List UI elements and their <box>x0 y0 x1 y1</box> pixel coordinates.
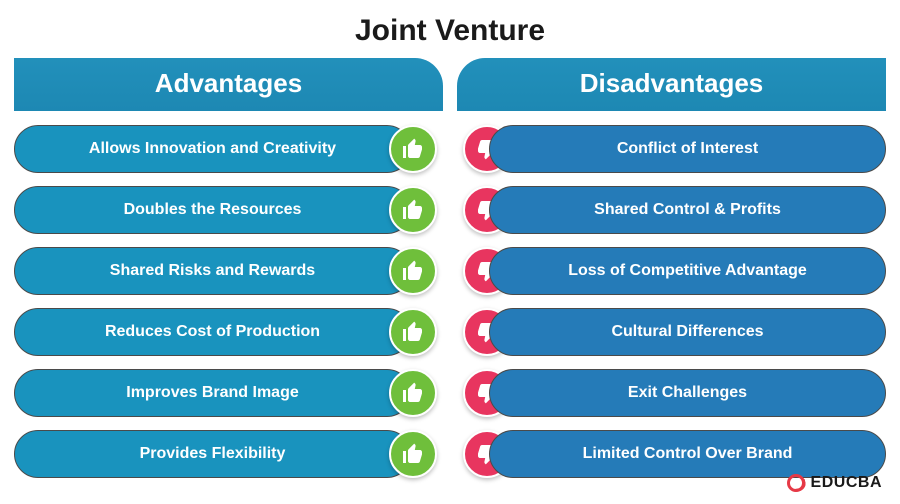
disadvantage-pill: Loss of Competitive Advantage <box>489 247 886 295</box>
disadvantages-column: Disadvantages Conflict of Interest Share… <box>457 58 886 478</box>
disadvantage-pill: Cultural Differences <box>489 308 886 356</box>
disadvantage-label: Conflict of Interest <box>617 140 758 158</box>
advantage-label: Improves Brand Image <box>126 384 299 402</box>
advantage-label: Allows Innovation and Creativity <box>89 140 336 158</box>
advantage-item: Reduces Cost of Production <box>14 308 443 356</box>
advantage-pill: Improves Brand Image <box>14 369 411 417</box>
advantage-label: Reduces Cost of Production <box>105 323 320 341</box>
thumbs-up-icon <box>389 125 437 173</box>
disadvantage-item: Limited Control Over Brand <box>457 430 886 478</box>
thumbs-up-icon <box>389 430 437 478</box>
thumbs-up-icon <box>389 308 437 356</box>
watermark: EDUCBA <box>787 474 882 492</box>
advantage-item: Improves Brand Image <box>14 369 443 417</box>
thumbs-up-icon <box>389 186 437 234</box>
disadvantage-label: Cultural Differences <box>611 323 763 341</box>
disadvantage-label: Limited Control Over Brand <box>583 445 793 463</box>
disadvantage-pill: Limited Control Over Brand <box>489 430 886 478</box>
disadvantage-item: Exit Challenges <box>457 369 886 417</box>
page-title: Joint Venture <box>0 0 900 58</box>
disadvantages-list: Conflict of Interest Shared Control & Pr… <box>457 125 886 478</box>
disadvantage-label: Exit Challenges <box>628 384 747 402</box>
disadvantages-header: Disadvantages <box>457 58 886 111</box>
advantage-pill: Provides Flexibility <box>14 430 411 478</box>
columns-container: Advantages Allows Innovation and Creativ… <box>0 58 900 478</box>
advantages-header: Advantages <box>14 58 443 111</box>
advantages-list: Allows Innovation and Creativity Doubles… <box>14 125 443 478</box>
advantage-label: Doubles the Resources <box>124 201 302 219</box>
advantage-pill: Reduces Cost of Production <box>14 308 411 356</box>
advantage-pill: Shared Risks and Rewards <box>14 247 411 295</box>
educba-logo-icon <box>787 474 805 492</box>
watermark-text: EDUCBA <box>811 474 882 492</box>
advantage-pill: Allows Innovation and Creativity <box>14 125 411 173</box>
disadvantage-label: Loss of Competitive Advantage <box>568 262 807 280</box>
disadvantage-pill: Conflict of Interest <box>489 125 886 173</box>
advantage-label: Provides Flexibility <box>140 445 286 463</box>
disadvantage-item: Cultural Differences <box>457 308 886 356</box>
advantage-item: Doubles the Resources <box>14 186 443 234</box>
advantage-item: Allows Innovation and Creativity <box>14 125 443 173</box>
advantage-item: Shared Risks and Rewards <box>14 247 443 295</box>
disadvantage-pill: Exit Challenges <box>489 369 886 417</box>
disadvantage-label: Shared Control & Profits <box>594 201 781 219</box>
thumbs-up-icon <box>389 247 437 295</box>
advantage-item: Provides Flexibility <box>14 430 443 478</box>
advantage-label: Shared Risks and Rewards <box>110 262 315 280</box>
advantages-column: Advantages Allows Innovation and Creativ… <box>14 58 443 478</box>
thumbs-up-icon <box>389 369 437 417</box>
disadvantage-pill: Shared Control & Profits <box>489 186 886 234</box>
disadvantage-item: Shared Control & Profits <box>457 186 886 234</box>
disadvantage-item: Loss of Competitive Advantage <box>457 247 886 295</box>
advantage-pill: Doubles the Resources <box>14 186 411 234</box>
disadvantage-item: Conflict of Interest <box>457 125 886 173</box>
